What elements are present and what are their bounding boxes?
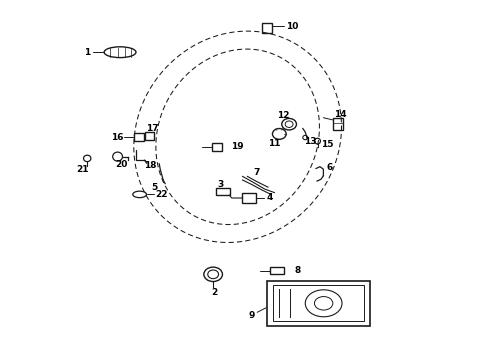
Text: 6: 6 — [327, 163, 333, 172]
Text: 15: 15 — [321, 140, 334, 149]
Text: 9: 9 — [248, 311, 255, 320]
Text: 20: 20 — [115, 160, 128, 169]
Text: 2: 2 — [211, 288, 217, 297]
Text: 7: 7 — [253, 168, 260, 177]
Text: 16: 16 — [111, 132, 124, 141]
Text: 22: 22 — [155, 190, 168, 199]
Text: 3: 3 — [218, 180, 224, 189]
Text: 4: 4 — [266, 194, 273, 202]
Text: 19: 19 — [231, 143, 244, 152]
Text: 12: 12 — [277, 111, 290, 120]
Text: 5: 5 — [151, 183, 157, 192]
Text: 18: 18 — [144, 161, 157, 170]
Text: 1: 1 — [84, 48, 90, 57]
Ellipse shape — [104, 47, 136, 58]
Text: 14: 14 — [334, 109, 347, 118]
Text: 10: 10 — [286, 22, 299, 31]
Text: 11: 11 — [268, 139, 281, 148]
Text: 8: 8 — [294, 266, 300, 275]
Text: 13: 13 — [304, 137, 317, 146]
Text: 21: 21 — [76, 165, 89, 174]
Text: 17: 17 — [146, 124, 158, 133]
